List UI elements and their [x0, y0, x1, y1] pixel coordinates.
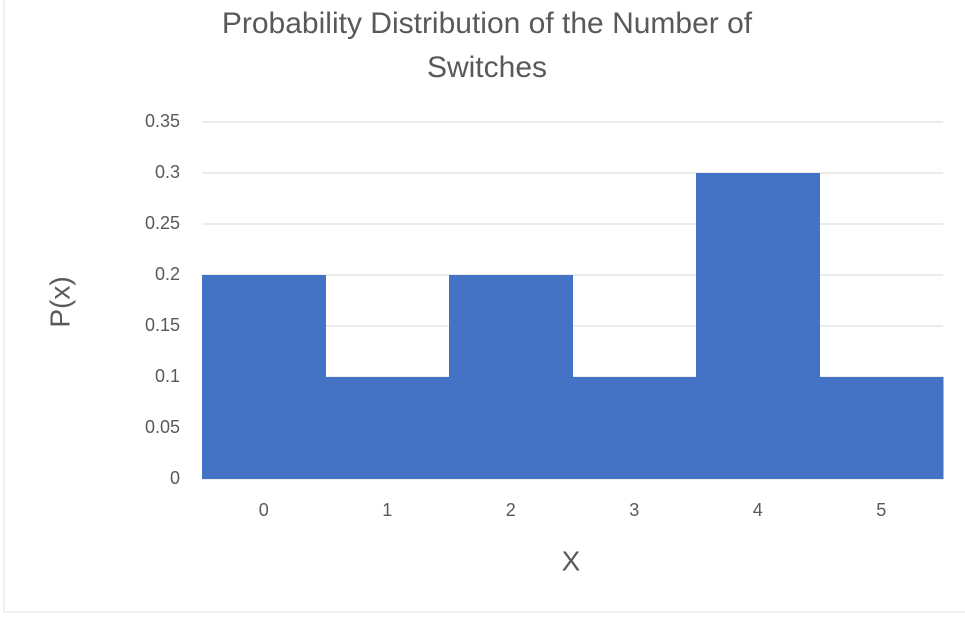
- bar: [202, 275, 326, 479]
- chart-title: Probability Distribution of the Number o…: [221, 7, 753, 84]
- y-tick-label: 0.25: [145, 213, 180, 233]
- y-tick-label: 0.2: [155, 264, 180, 284]
- x-tick-label: 2: [506, 500, 516, 520]
- bar: [696, 173, 820, 479]
- y-tick-label: 0.05: [145, 417, 180, 437]
- x-tick-label: 4: [753, 500, 763, 520]
- bar: [325, 377, 450, 479]
- y-tick-label: 0.35: [145, 111, 180, 131]
- x-tick-label: 0: [259, 500, 269, 520]
- x-axis-label: X: [562, 545, 581, 576]
- x-tick-label: 1: [382, 500, 392, 520]
- y-tick-label: 0: [170, 468, 180, 488]
- bar: [572, 377, 697, 479]
- x-tick-label: 3: [629, 500, 639, 520]
- y-tick-label: 0.15: [145, 315, 180, 335]
- y-axis-label: P(x): [44, 276, 75, 327]
- y-tick-label: 0.3: [155, 162, 180, 182]
- bar: [819, 377, 944, 479]
- y-tick-label: 0.1: [155, 366, 180, 386]
- x-tick-label: 5: [876, 500, 886, 520]
- bar: [449, 275, 573, 479]
